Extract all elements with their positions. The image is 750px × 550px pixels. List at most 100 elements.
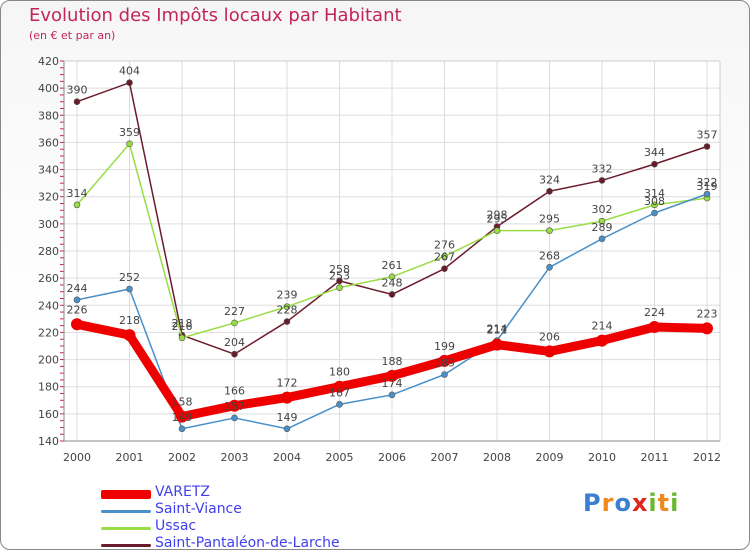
data-label: 322 xyxy=(697,176,718,189)
data-point xyxy=(441,253,448,260)
legend-swatch xyxy=(101,490,151,499)
logo-letter: r xyxy=(601,489,615,517)
data-point xyxy=(281,391,293,404)
y-tick-label: 360 xyxy=(38,136,59,149)
data-label: 308 xyxy=(644,195,665,208)
logo-letter: o xyxy=(614,489,632,517)
data-point xyxy=(333,380,346,393)
legend-swatch xyxy=(101,510,151,513)
data-point xyxy=(176,410,188,423)
data-point xyxy=(598,217,606,225)
data-label: 218 xyxy=(172,317,193,330)
x-tick-label: 2007 xyxy=(431,451,459,464)
data-point xyxy=(231,350,238,358)
logo-letter: t xyxy=(657,489,671,517)
y-tick-label: 160 xyxy=(38,408,59,421)
logo-letter: i xyxy=(670,489,680,517)
data-point xyxy=(336,277,343,285)
data-label: 166 xyxy=(224,385,245,398)
y-tick-label: 260 xyxy=(38,272,59,285)
data-point xyxy=(543,345,556,358)
x-tick-label: 2012 xyxy=(693,451,721,464)
legend-label: Saint-Viance xyxy=(155,501,242,517)
x-tick-label: 2010 xyxy=(588,451,616,464)
data-point xyxy=(438,354,451,367)
data-label: 324 xyxy=(539,173,560,186)
data-point xyxy=(123,329,136,342)
y-tick-label: 220 xyxy=(38,326,59,339)
data-point xyxy=(598,235,606,243)
data-label: 199 xyxy=(434,340,455,353)
data-label: 295 xyxy=(539,213,560,226)
data-label: 224 xyxy=(644,306,665,319)
x-tick-label: 2009 xyxy=(536,451,564,464)
data-point xyxy=(228,399,241,412)
legend-label: Ussac xyxy=(155,518,197,534)
data-point xyxy=(283,318,291,325)
y-tick-label: 180 xyxy=(38,381,59,394)
data-label: 204 xyxy=(224,336,245,349)
data-label: 289 xyxy=(592,221,613,234)
logo-letter: P xyxy=(583,489,602,517)
legend-label: VARETZ xyxy=(155,484,210,500)
data-point xyxy=(231,319,238,327)
data-point xyxy=(386,369,398,382)
data-label: 319 xyxy=(697,180,718,193)
data-point xyxy=(388,273,396,281)
data-label: 216 xyxy=(172,320,193,333)
data-label: 298 xyxy=(487,209,508,222)
data-label: 180 xyxy=(329,366,350,379)
data-label: 244 xyxy=(67,282,88,295)
data-point xyxy=(126,285,133,293)
x-tick-label: 2002 xyxy=(168,451,196,464)
data-label: 248 xyxy=(382,276,403,289)
x-tick-label: 2011 xyxy=(641,451,669,464)
data-label: 172 xyxy=(277,377,298,390)
x-tick-label: 2006 xyxy=(378,451,406,464)
x-tick-label: 2003 xyxy=(221,451,249,464)
y-tick-label: 400 xyxy=(38,82,59,95)
x-tick-label: 2008 xyxy=(483,451,511,464)
y-tick-label: 320 xyxy=(38,191,59,204)
logo-letter: i xyxy=(648,489,658,517)
data-point xyxy=(491,338,503,351)
data-label: 344 xyxy=(644,146,665,159)
data-label: 149 xyxy=(277,411,298,424)
data-point xyxy=(336,284,343,291)
data-point xyxy=(73,201,81,209)
data-point xyxy=(231,414,238,422)
chart-title: Evolution des Impôts locaux par Habitant xyxy=(29,5,402,26)
data-label: 223 xyxy=(697,307,718,320)
data-label: 167 xyxy=(329,386,350,399)
x-tick-label: 2004 xyxy=(273,451,301,464)
data-label: 258 xyxy=(329,263,350,276)
legend-swatch xyxy=(101,544,151,547)
data-label: 188 xyxy=(382,355,403,368)
data-point xyxy=(73,98,81,106)
x-tick-label: 2001 xyxy=(116,451,144,464)
proxiti-logo: Proxiti xyxy=(583,489,679,517)
data-point xyxy=(336,401,343,408)
data-point xyxy=(178,334,186,342)
data-point xyxy=(126,140,133,148)
data-point xyxy=(73,296,81,304)
data-label: 390 xyxy=(67,84,88,97)
x-tick-label: 2000 xyxy=(63,451,91,464)
data-point xyxy=(493,227,501,234)
data-point xyxy=(546,187,553,195)
data-point xyxy=(441,371,448,378)
data-label: 252 xyxy=(119,271,140,284)
data-point xyxy=(178,425,186,433)
data-label: 267 xyxy=(434,251,455,264)
data-point xyxy=(701,322,713,335)
data-label: 359 xyxy=(119,126,140,139)
y-tick-label: 300 xyxy=(38,218,59,231)
data-point xyxy=(648,321,661,333)
data-point xyxy=(651,160,658,168)
data-label: 227 xyxy=(224,305,245,318)
data-label: 206 xyxy=(539,330,560,343)
x-tick-label: 2005 xyxy=(326,451,354,464)
data-label: 158 xyxy=(172,396,193,409)
data-label: 226 xyxy=(67,303,88,316)
